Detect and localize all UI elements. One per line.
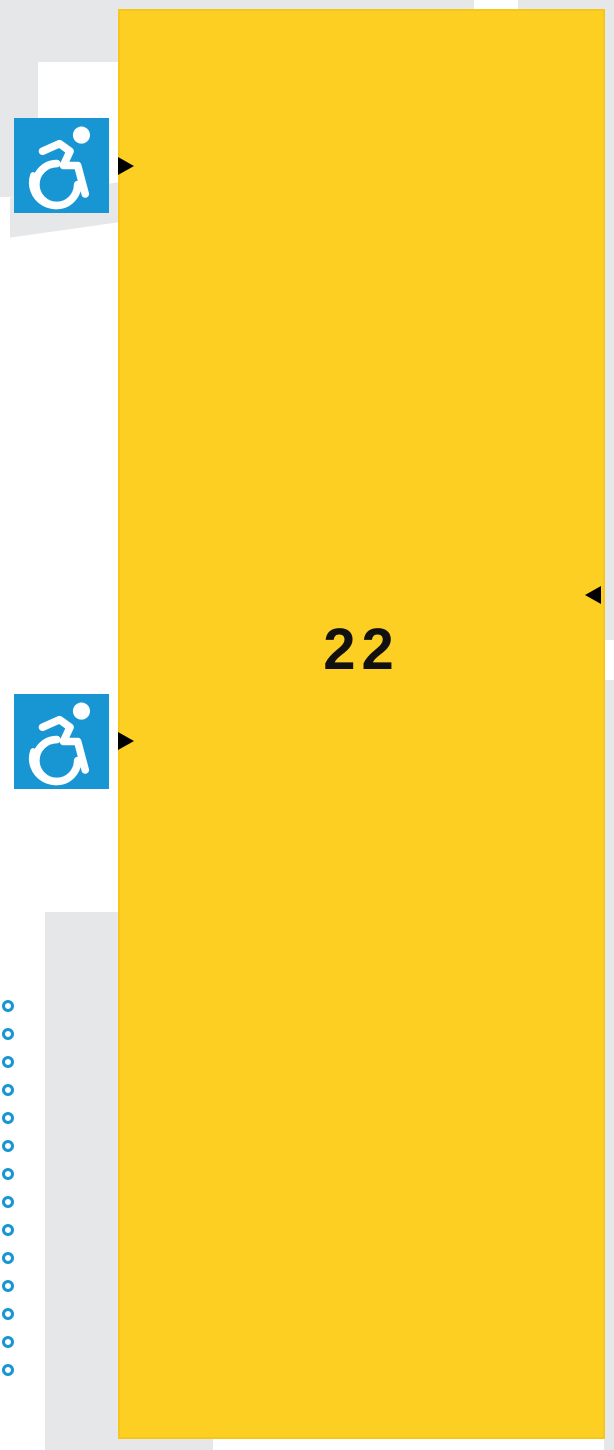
walkway-dot [2,1000,14,1012]
walkway-dot [2,1280,14,1292]
walkway-dot [2,1028,14,1040]
walkway-dot [2,1084,14,1096]
room-22[interactable]: 22 [118,9,605,1439]
entrance-arrow-right [118,157,134,175]
walkway-dot [2,1196,14,1208]
walkway-dot-column [0,1000,16,1400]
right-gray-wall [604,680,614,1450]
wheelchair-accessibility-icon[interactable] [14,118,109,213]
walkway-dot [2,1168,14,1180]
walkway-dot [2,1252,14,1264]
wheelchair-accessibility-icon[interactable] [14,694,109,789]
top-left-gray-area [0,0,118,62]
entrance-arrow-right [118,732,134,750]
walkway-dot [2,1224,14,1236]
walkway-dot [2,1364,14,1376]
walkway-dot [2,1140,14,1152]
entrance-arrow-left [585,586,601,604]
room-number-label: 22 [323,617,400,682]
walkway-dot [2,1336,14,1348]
walkway-dot [2,1308,14,1320]
walkway-dot [2,1056,14,1068]
walkway-dot [2,1112,14,1124]
